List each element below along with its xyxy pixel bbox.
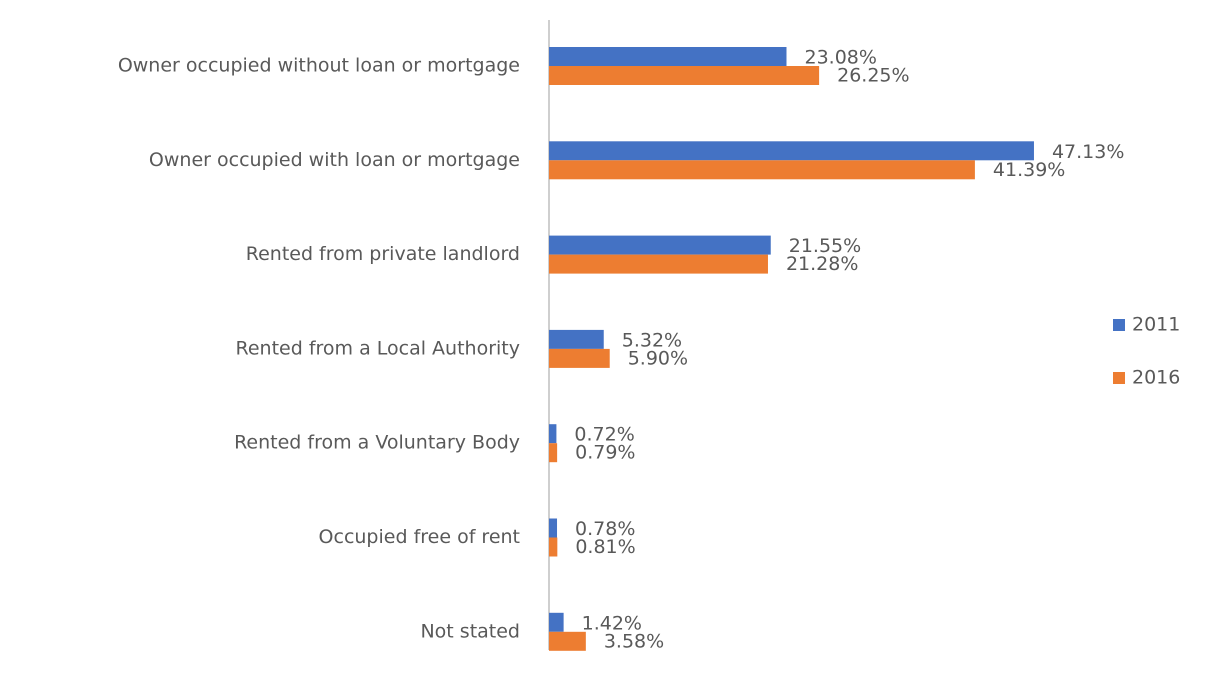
value-label: 0.81%	[575, 536, 635, 558]
value-label: 5.90%	[628, 347, 688, 369]
bar	[549, 424, 557, 444]
value-label: 23.08%	[804, 47, 876, 69]
category-label: Not stated	[420, 620, 520, 642]
bar	[549, 66, 820, 85]
value-label: 0.79%	[575, 442, 635, 464]
category-label: Owner occupied without loan or mortgage	[118, 55, 520, 77]
bar	[549, 518, 558, 538]
value-label: 41.39%	[993, 159, 1065, 181]
value-label: 47.13%	[1052, 141, 1124, 163]
category-label: Occupied free of rent	[319, 526, 520, 548]
bar	[549, 348, 610, 368]
value-label: 21.28%	[786, 253, 858, 275]
bar	[549, 254, 768, 274]
bar	[549, 631, 586, 651]
legend-swatch	[1113, 319, 1125, 331]
legend-swatch	[1113, 372, 1125, 384]
bar	[549, 47, 787, 66]
value-label: 21.55%	[789, 235, 861, 257]
value-label: 5.32%	[622, 329, 682, 351]
bar	[549, 612, 564, 632]
category-label: Rented from private landlord	[246, 243, 520, 265]
value-label: 1.42%	[582, 612, 642, 634]
bar	[549, 235, 771, 255]
bar	[549, 329, 604, 349]
category-label: Rented from a Voluntary Body	[234, 432, 520, 454]
value-label: 0.78%	[575, 518, 635, 540]
category-label: Rented from a Local Authority	[236, 337, 520, 359]
category-label: Owner occupied with loan or mortgage	[149, 149, 520, 171]
bar	[549, 443, 558, 463]
value-label: 3.58%	[604, 630, 664, 652]
value-label: 26.25%	[837, 65, 909, 87]
legend-label: 2011	[1132, 314, 1180, 336]
bar	[549, 160, 975, 180]
bar	[549, 141, 1034, 161]
value-label: 0.72%	[574, 424, 634, 446]
bar	[549, 537, 558, 557]
legend-label: 2016	[1132, 367, 1180, 389]
